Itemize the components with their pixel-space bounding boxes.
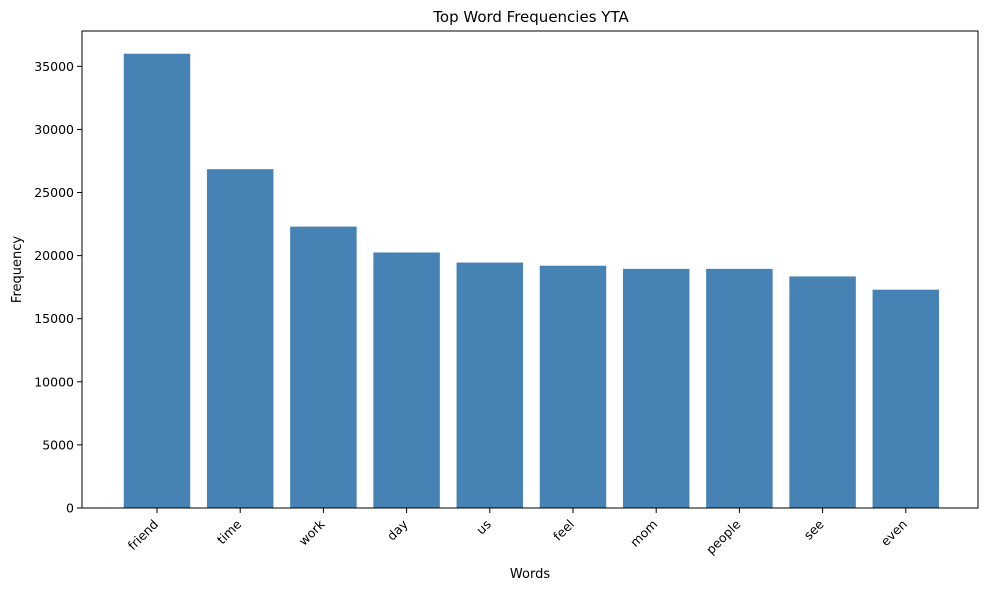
x-tick-label-mom: mom bbox=[627, 517, 660, 550]
x-tick-label-us: us bbox=[473, 517, 494, 538]
y-tick-label: 25000 bbox=[34, 185, 74, 200]
bar-people bbox=[706, 268, 773, 508]
y-tick-label: 35000 bbox=[34, 59, 74, 74]
y-tick-label: 20000 bbox=[34, 248, 74, 263]
x-tick-label-feel: feel bbox=[550, 517, 577, 544]
x-axis: friend time work day us feel mom people see even bbox=[125, 508, 910, 557]
bars-group bbox=[123, 53, 940, 508]
y-tick-label: 5000 bbox=[42, 437, 74, 452]
plot-frame bbox=[81, 30, 979, 509]
y-tick-label: 30000 bbox=[34, 122, 74, 137]
y-tick-label: 0 bbox=[66, 501, 74, 516]
bar-feel bbox=[539, 265, 607, 508]
bar-mom bbox=[622, 268, 690, 508]
chart-title: Top Word Frequencies YTA bbox=[432, 8, 629, 26]
bar-see bbox=[789, 276, 856, 508]
y-tick-label: 15000 bbox=[34, 311, 74, 326]
y-axis: 0 5000 10000 15000 20000 25000 30000 35000 bbox=[34, 59, 82, 516]
bar-work bbox=[290, 226, 357, 508]
x-tick-label-day: day bbox=[384, 516, 411, 543]
x-tick-label-time: time bbox=[214, 516, 245, 547]
x-tick-label-even: even bbox=[878, 517, 910, 549]
x-tick-label-friend: friend bbox=[125, 517, 161, 553]
bar-even bbox=[872, 289, 940, 508]
x-tick-label-work: work bbox=[296, 516, 329, 549]
x-tick-label-see: see bbox=[801, 516, 827, 542]
bar-day bbox=[373, 252, 440, 508]
x-axis-label: Words bbox=[510, 567, 550, 582]
x-tick-label-people: people bbox=[703, 516, 744, 557]
bar-time bbox=[206, 169, 274, 508]
bar-us bbox=[456, 262, 524, 508]
bar-friend bbox=[123, 53, 191, 508]
y-axis-label: Frequency bbox=[10, 236, 25, 303]
y-tick-label: 10000 bbox=[34, 374, 74, 389]
